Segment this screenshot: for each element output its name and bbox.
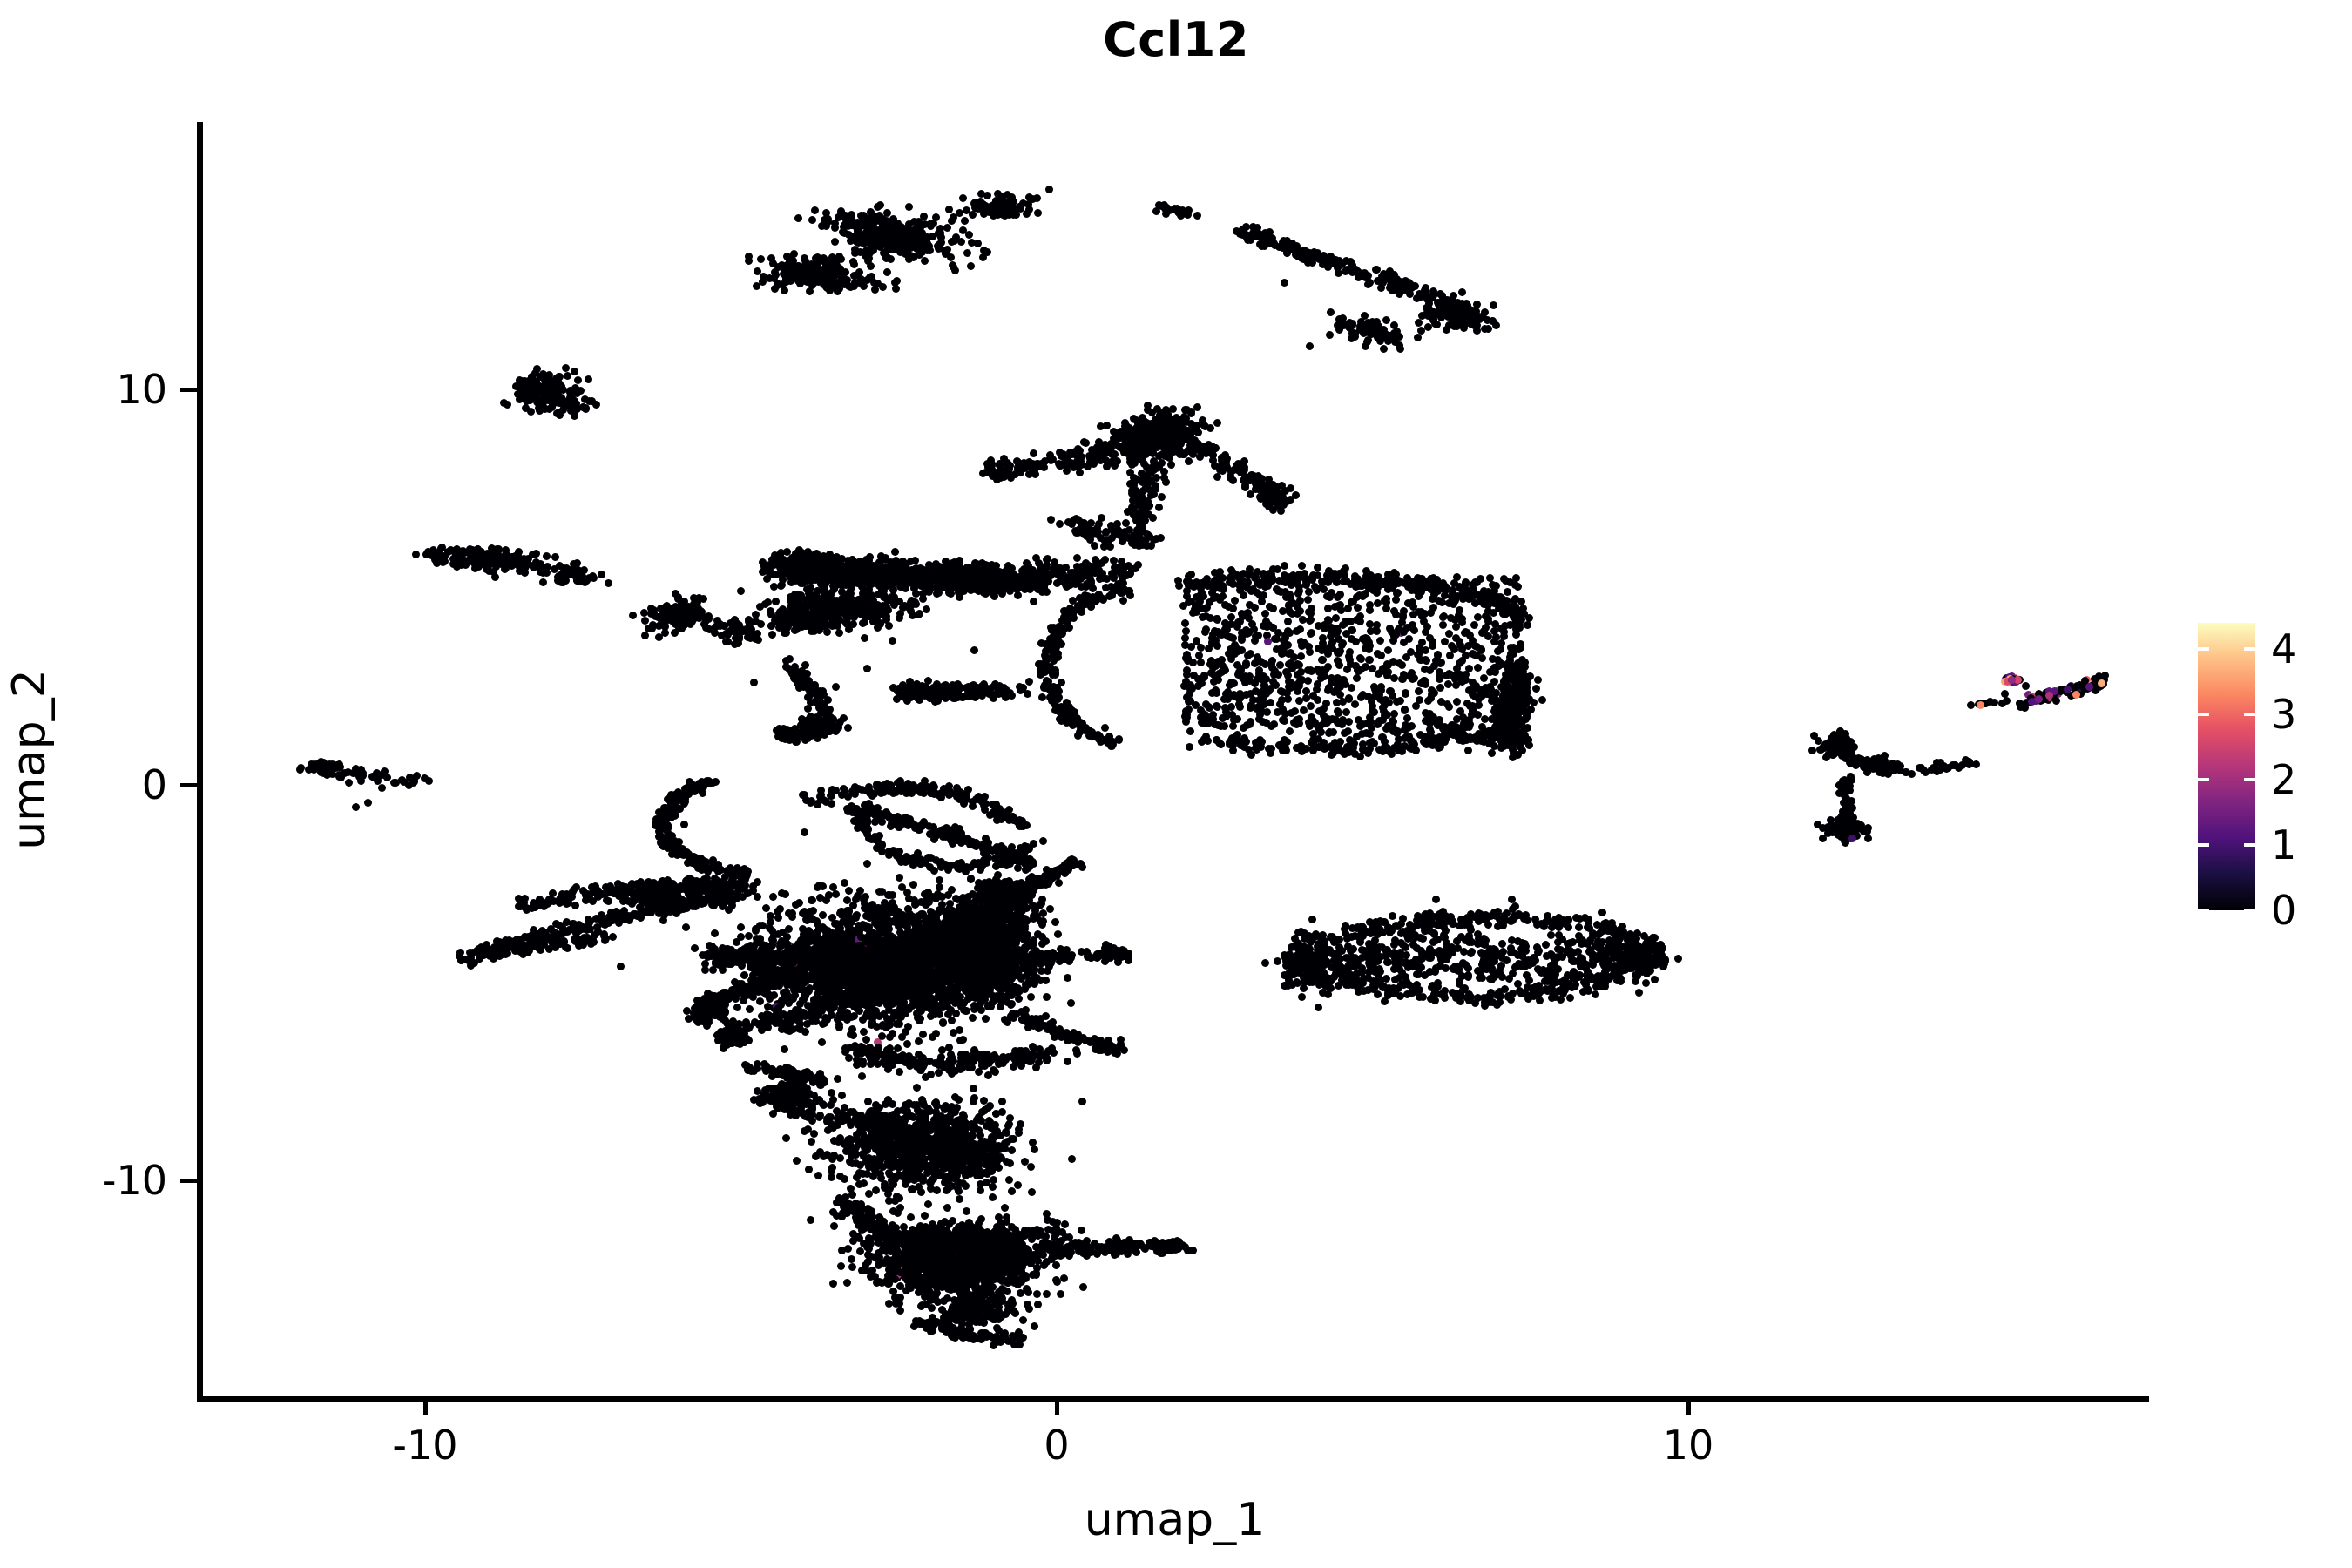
scatter-points-layer [200,122,2149,1398]
colorbar-tick-mark [2198,778,2209,781]
y-axis-label: umap_2 [3,669,56,850]
colorbar-tick-label: 0 [2271,887,2296,934]
y-tick-label: -10 [102,1157,167,1204]
y-tick-label: 10 [116,366,167,413]
colorbar-tick-mark [2198,647,2209,651]
y-tick-mark [180,1179,198,1183]
colorbar-gradient [2198,623,2255,910]
colorbar-tick-mark [2198,713,2209,716]
colorbar-tick-label: 1 [2271,821,2296,868]
colorbar-tick-mark [2198,843,2209,847]
colorbar-tick-label: 3 [2271,691,2296,738]
colorbar-tick-mark [2244,713,2255,716]
x-tick-label: 0 [1044,1422,1069,1469]
y-tick-mark [180,783,198,787]
page-title: Ccl12 [0,12,2352,67]
x-tick-mark [1055,1398,1059,1415]
colorbar-tick-label: 4 [2271,625,2296,672]
colorbar-tick-mark [2244,909,2255,912]
colorbar-tick-mark [2244,778,2255,781]
y-tick-mark [180,388,198,392]
x-tick-label: -10 [392,1422,457,1469]
x-tick-mark [423,1398,428,1415]
plot-axes: -10 0 10 10 0 -10 umap_1 umap_2 [200,122,2149,1398]
colorbar-tick-label: 2 [2271,756,2296,803]
x-tick-label: 10 [1663,1422,1714,1469]
x-tick-mark [1686,1398,1691,1415]
x-axis-label: umap_1 [200,1494,2149,1546]
colorbar-tick-mark [2244,647,2255,651]
colorbar-tick-mark [2244,843,2255,847]
colorbar-tick-mark [2198,909,2209,912]
y-tick-label: 0 [142,761,167,808]
